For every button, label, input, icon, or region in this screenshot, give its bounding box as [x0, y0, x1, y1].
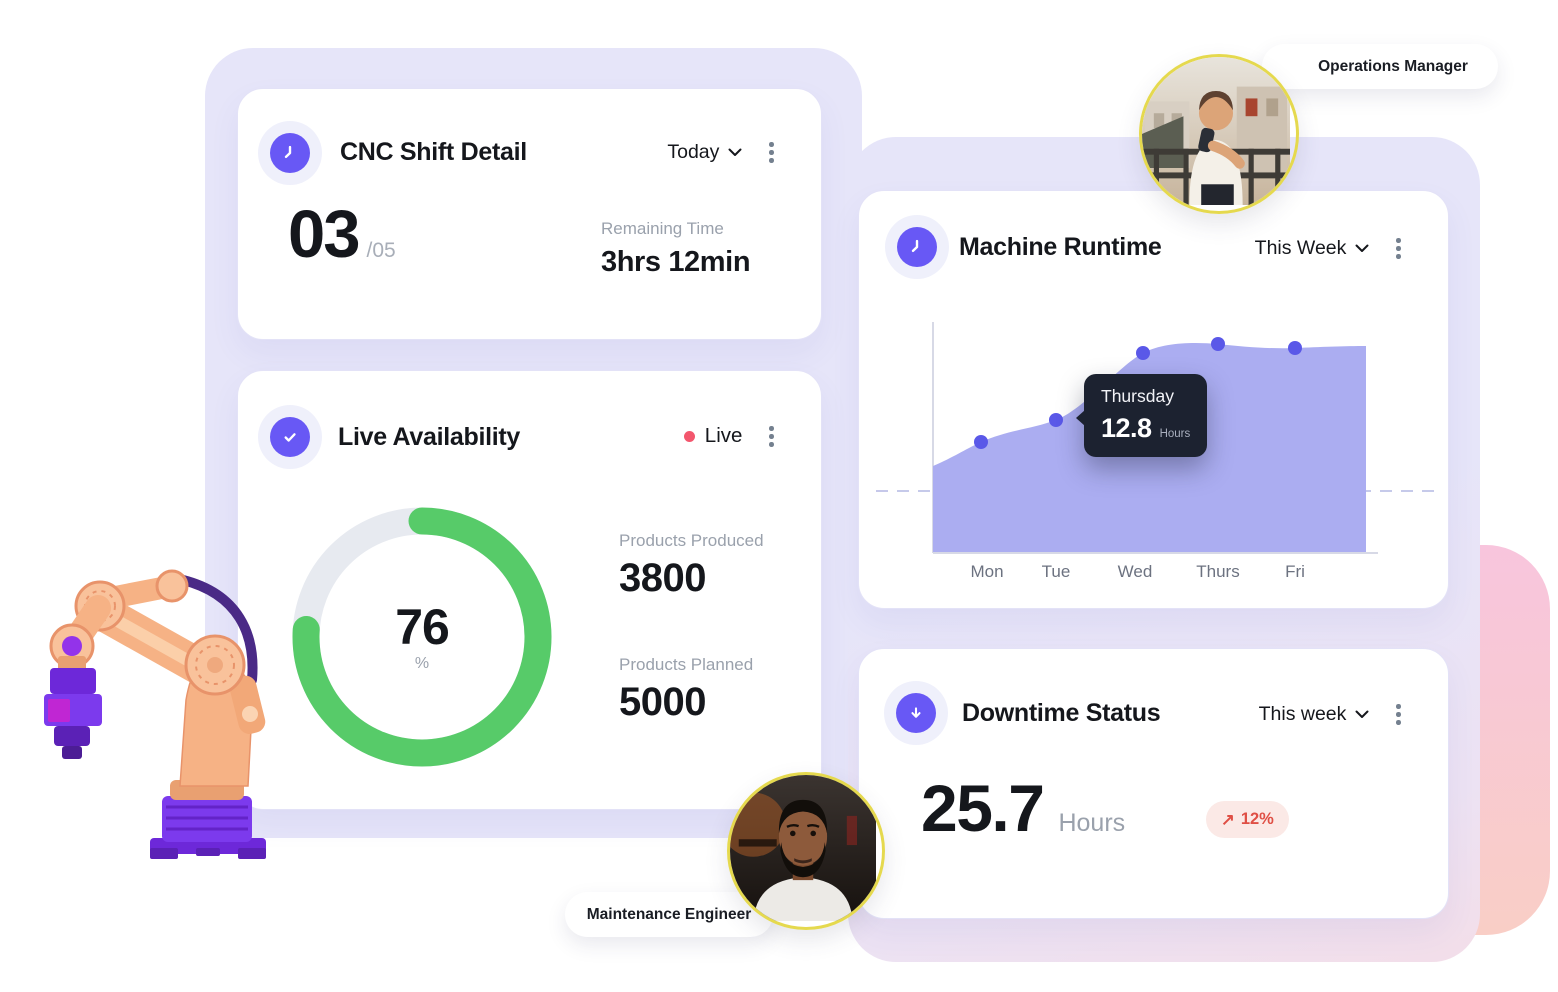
card-title: CNC Shift Detail	[340, 138, 527, 166]
downtime-hours-unit: Hours	[1058, 809, 1126, 837]
data-point-mon[interactable]	[974, 435, 988, 449]
products-produced-value: 3800	[619, 556, 706, 600]
kebab-menu-icon[interactable]	[1393, 701, 1404, 728]
period-dropdown[interactable]: Today	[667, 141, 742, 164]
products-planned-value: 5000	[619, 680, 706, 724]
tooltip-unit: Hours	[1159, 428, 1191, 440]
arrow-down-icon-halo	[884, 681, 948, 745]
card-title: Downtime Status	[962, 699, 1161, 727]
operations-manager-avatar	[1139, 54, 1299, 214]
maintenance-engineer-label: Maintenance Engineer	[565, 892, 773, 937]
runtime-area-chart: Thursday 12.8 Hours Mon Tue Wed Thurs Fri	[876, 316, 1441, 586]
downtime-status-card: Downtime Status This week 25.7 Hours ↗ 1…	[858, 648, 1449, 919]
availability-percent: 76	[395, 598, 450, 655]
maintenance-engineer-photo	[730, 775, 876, 921]
x-axis-label: Mon	[970, 562, 1004, 581]
period-dropdown-label: Today	[667, 140, 720, 163]
chart-tooltip: Thursday 12.8 Hours	[1075, 374, 1208, 457]
kebab-menu-icon[interactable]	[766, 139, 777, 166]
data-point-wed[interactable]	[1136, 346, 1150, 360]
period-dropdown-label: This Week	[1254, 236, 1347, 259]
card-title: Machine Runtime	[959, 233, 1162, 261]
chevron-down-icon	[728, 148, 742, 156]
cnc-shift-detail-card: CNC Shift Detail Today 03 /05 Remaining …	[237, 88, 822, 340]
x-axis-label: Tue	[1041, 562, 1071, 581]
chevron-down-icon	[1355, 710, 1369, 718]
chevron-down-icon	[1355, 244, 1369, 252]
red-dot-icon	[683, 430, 695, 442]
shift-count: 03	[288, 197, 361, 272]
operations-manager-label: Operations Manager	[1262, 44, 1498, 89]
x-axis-label: Wed	[1117, 562, 1153, 581]
products-planned-label: Products Planned	[619, 655, 754, 674]
period-dropdown[interactable]: This Week	[1255, 237, 1370, 260]
kebab-menu-icon[interactable]	[766, 423, 777, 450]
shift-count-total: /05	[366, 239, 396, 262]
clock-icon	[897, 227, 937, 267]
maintenance-engineer-avatar	[727, 772, 885, 930]
availability-donut-chart: 76 %	[291, 506, 553, 768]
clock-icon-halo	[258, 121, 322, 185]
downtime-change-badge[interactable]: ↗ 12%	[1206, 801, 1289, 838]
donut-progress-arc	[292, 507, 552, 767]
products-produced-label: Products Produced	[619, 531, 764, 550]
remaining-time-label: Remaining Time	[601, 219, 724, 238]
x-axis-label: Thurs	[1196, 562, 1240, 581]
role-pill-text: Operations Manager	[1318, 57, 1468, 75]
period-dropdown-label: This week	[1258, 702, 1347, 725]
live-availability-card: Live Availability Live 76 % Products Pro…	[237, 370, 822, 810]
role-pill-text: Maintenance Engineer	[586, 905, 752, 923]
live-status-label: Live	[704, 424, 743, 448]
arrow-down-circle-icon	[896, 693, 936, 733]
machine-runtime-card: Machine Runtime This Week Thursday	[858, 190, 1449, 609]
check-icon	[270, 417, 310, 457]
x-axis-label: Fri	[1285, 562, 1305, 581]
check-icon-halo	[258, 405, 322, 469]
up-right-arrow-icon: ↗	[1221, 810, 1235, 829]
clock-icon-halo	[885, 215, 949, 279]
data-point-fri[interactable]	[1288, 341, 1302, 355]
remaining-time-value: 3hrs 12min	[601, 246, 751, 278]
card-title: Live Availability	[338, 423, 521, 451]
period-dropdown[interactable]: This week	[1259, 703, 1370, 726]
downtime-change-value: 12%	[1240, 810, 1274, 828]
downtime-hours-value: 25.7	[921, 771, 1045, 845]
clock-icon	[270, 133, 310, 173]
operations-manager-photo	[1142, 57, 1290, 205]
tooltip-day: Thursday	[1101, 386, 1174, 406]
data-point-tue[interactable]	[1049, 413, 1063, 427]
percent-symbol: %	[414, 654, 430, 672]
live-status-badge: Live	[683, 424, 743, 448]
kebab-menu-icon[interactable]	[1393, 235, 1404, 262]
data-point-thurs[interactable]	[1211, 337, 1225, 351]
tooltip-value: 12.8	[1101, 413, 1152, 443]
